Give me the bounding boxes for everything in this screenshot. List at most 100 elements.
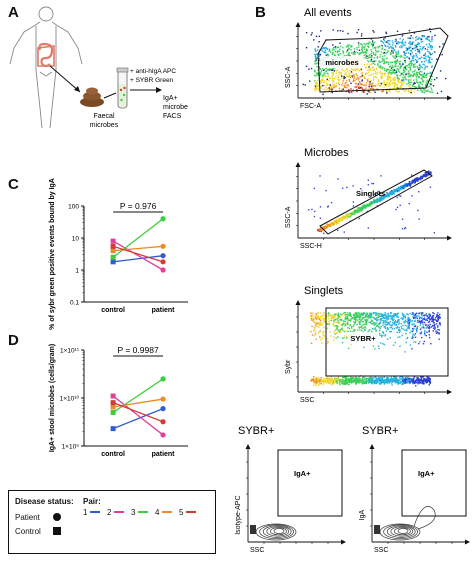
chart-c-control-point-5	[110, 243, 116, 249]
chart-c-patient-point-3	[160, 216, 166, 222]
chart-c-control-point-2	[110, 238, 116, 244]
pair-label-4: 4	[155, 508, 160, 517]
chart-d-pair-line-1	[112, 408, 164, 430]
chart-d-ylabel: IgA+ stool microbes (cells/gram)	[49, 344, 56, 452]
plot-microbes-events	[316, 170, 432, 233]
chart-c-patient-point-2	[160, 267, 166, 273]
chart-c: 0.1 1 10 100 control patient % of sybr green p…	[49, 178, 188, 330]
plot-iga-ylabel: IgA	[359, 510, 366, 521]
plot-iga-contour-extra	[413, 506, 436, 530]
chart-c-xtick-control: control	[101, 307, 125, 314]
faecal-label-2: microbes	[90, 122, 119, 129]
chart-d-patient-point-1	[160, 406, 166, 412]
pair-label-5: 5	[179, 508, 184, 517]
intestine-icon	[37, 42, 55, 68]
pair-label-2: 2	[107, 508, 112, 517]
plot-singlets-gate	[325, 307, 449, 377]
chart-c-control-point-1	[110, 259, 116, 265]
faecal-label-1: Faecal	[93, 113, 114, 120]
chart-d-ytick-label: 1×10⁹	[62, 444, 80, 451]
panel-letter-d: D	[8, 332, 19, 349]
chart-d-control-point-1	[110, 426, 116, 432]
chart-d-control-point-5	[110, 400, 116, 406]
chart-c-ytick-label: 1	[75, 268, 79, 275]
legend-patient-label: Patient	[15, 513, 40, 522]
arrow-to-tube	[103, 92, 117, 99]
test-tube-icon	[116, 67, 129, 109]
plot-isotype-contours	[255, 523, 297, 541]
pair-swatch-3	[138, 511, 148, 513]
plot-all-events-ylabel: SSC-A	[285, 66, 292, 88]
patient-marker-icon	[53, 513, 61, 521]
chart-c-patient-point-1	[160, 253, 166, 259]
chart-d-patient-point-2	[160, 432, 166, 438]
chart-d: 1×10⁹ 1×10¹⁰ 1×10¹¹ control patient IgA+ stoo…	[49, 344, 188, 458]
legend-pair-title: Pair:	[83, 497, 101, 506]
chart-d-pair-line-3	[112, 378, 164, 413]
pair-swatch-2	[114, 511, 124, 513]
chart-d-pair-line-2	[112, 395, 164, 436]
control-marker-icon	[53, 527, 61, 535]
plot-iga-xlabel: SSC	[374, 547, 388, 554]
plot-microbes-xlabel: SSC-H	[300, 243, 322, 250]
plot-all-events-gate	[317, 27, 449, 93]
plot-singlets-xlabel: SSC	[300, 397, 314, 404]
pair-swatch-1	[90, 511, 100, 513]
chart-c-ylabel: % of sybr green positive events bound by…	[49, 178, 56, 330]
legend-control-label: Control	[15, 527, 41, 536]
plot-microbes-gate	[319, 169, 433, 235]
chart-d-patient-point-4	[160, 396, 166, 402]
plot-microbes-ylabel: SSC-A	[285, 206, 292, 228]
chart-c-pair-line-1	[113, 255, 164, 263]
plot-all-events-xlabel: FSC-A	[300, 103, 321, 110]
legend-disease-title: Disease status:	[15, 497, 74, 506]
panel-a: + anti-hIgA APC + SYBR Green Faecal micr…	[9, 6, 188, 129]
chart-c-ytick-label: 100	[68, 204, 79, 211]
chart-c-pair-line-4	[113, 245, 164, 252]
chart-d-pair-line-5	[112, 402, 164, 423]
anti-iga-label: + anti-hIgA APC	[130, 68, 176, 75]
chart-d-control-point-3	[110, 409, 116, 415]
arrow-to-stool	[49, 65, 81, 93]
chart-d-xtick-patient: patient	[152, 451, 176, 458]
plot-singlets-title: Singlets	[304, 285, 344, 297]
plot-microbes-gate-label: Singlets	[356, 189, 385, 198]
plot-isotype-xlabel: SSC	[250, 547, 264, 554]
chart-c-pair-line-2	[112, 240, 164, 271]
plot-isotype-gate-label: IgA+	[294, 469, 311, 478]
chart-c-xtick-patient: patient	[152, 307, 176, 314]
plot-all-events-title: All events	[304, 7, 352, 19]
panel-b: All events FSC-A SSC-A microbes Microbes SSC-…	[235, 7, 470, 554]
facs-label-3: FACS	[163, 113, 182, 120]
chart-c-control-point-4	[110, 248, 116, 254]
chart-c-ytick-label: 0.1	[70, 300, 79, 307]
panel-letter-c: C	[8, 176, 19, 193]
plot-isotype-ylabel: Isotype-APC	[235, 495, 242, 534]
pair-label-3: 3	[131, 508, 136, 517]
stool-icon	[80, 87, 104, 107]
facs-label-1: IgA+	[163, 95, 178, 102]
plot-iga-contours	[379, 506, 436, 541]
chart-c-p-value: P = 0.976	[120, 201, 157, 211]
plot-iga-gate	[401, 449, 467, 517]
plot-isotype-title: SYBR+	[238, 425, 274, 437]
chart-d-control-point-4	[110, 404, 116, 410]
pair-swatch-5	[186, 511, 196, 513]
plot-iga-gate-label: IgA+	[418, 469, 435, 478]
plot-all-events-gate-label: microbes	[325, 58, 358, 67]
chart-c-patient-point-4	[160, 243, 166, 249]
chart-d-p-value: P = 0.9987	[117, 345, 158, 355]
chart-d-xtick-control: control	[101, 451, 125, 458]
plot-iga-title: SYBR+	[362, 425, 398, 437]
plot-singlets-ylabel: Sybr	[285, 359, 292, 374]
plot-microbes-title: Microbes	[304, 147, 349, 159]
facs-label-2: microbe	[163, 104, 188, 111]
chart-c-pair-line-5	[112, 245, 164, 263]
chart-d-control-point-2	[110, 393, 116, 399]
chart-c-control-point-3	[110, 254, 116, 260]
plot-isotype-gate	[277, 449, 343, 517]
sybr-label: + SYBR Green	[130, 77, 174, 84]
chart-c-ytick-label: 10	[72, 236, 80, 243]
pair-swatch-4	[162, 511, 172, 513]
